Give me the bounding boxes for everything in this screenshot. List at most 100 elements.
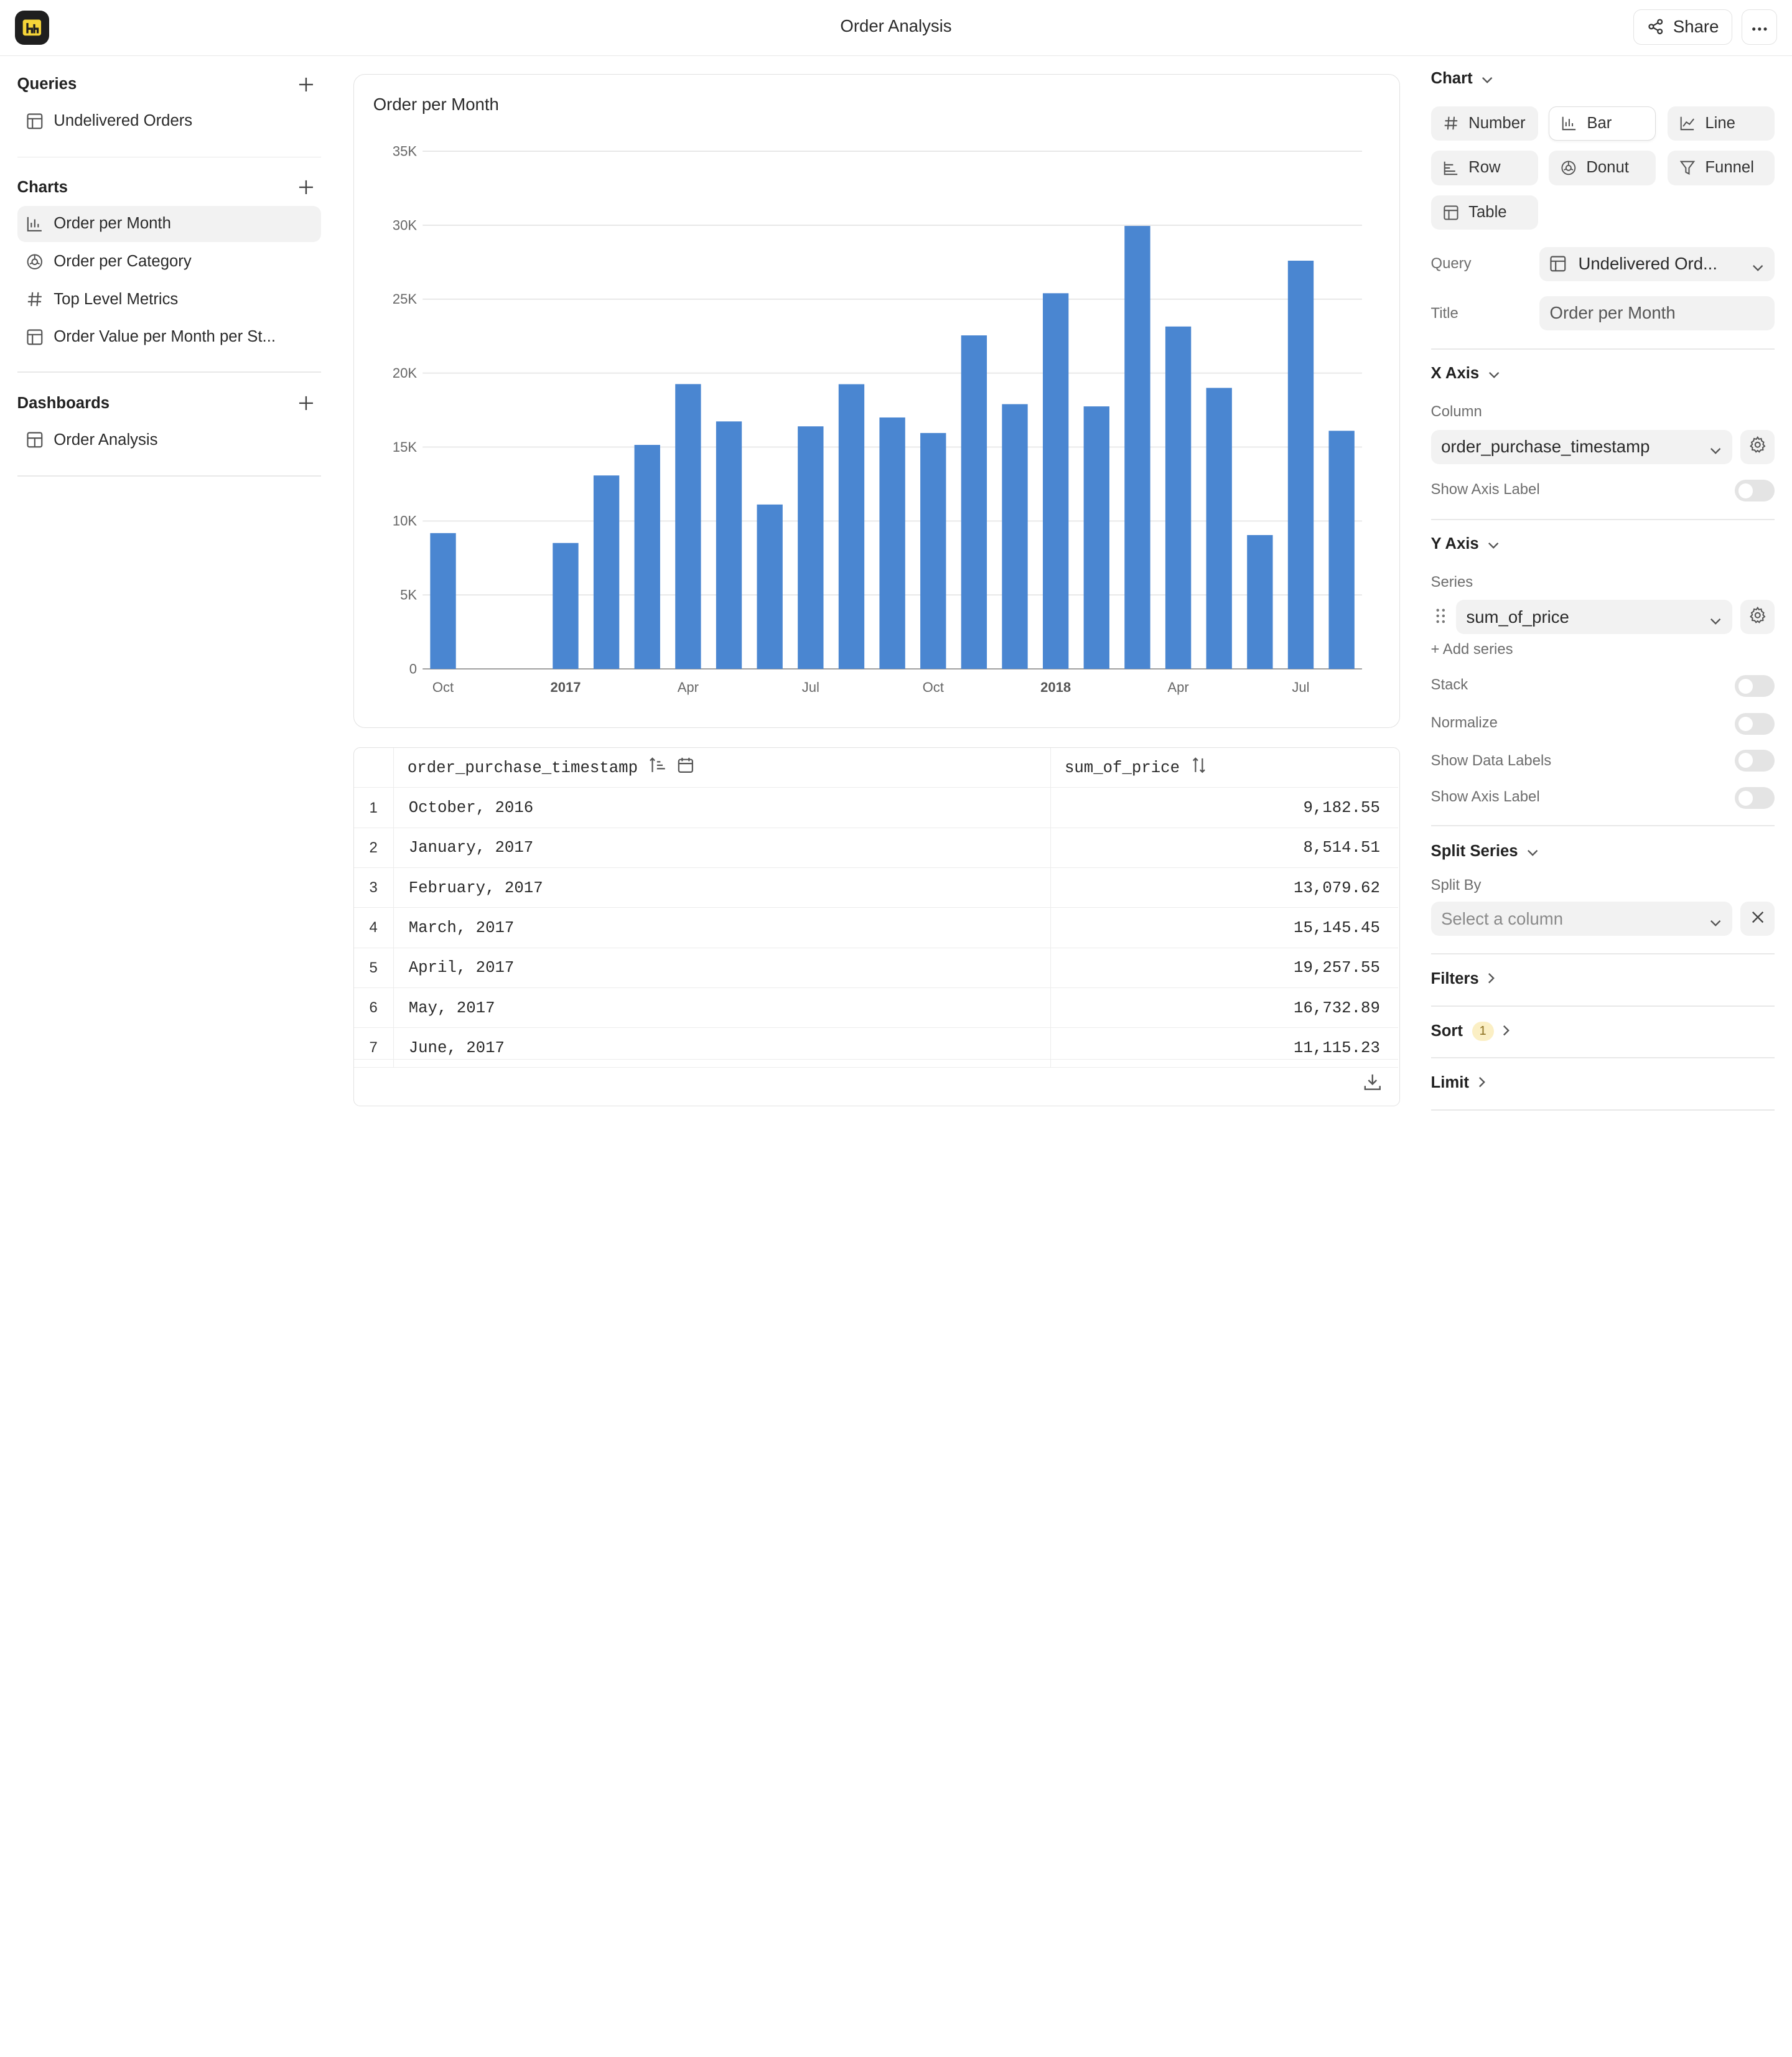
add-query-plus-icon[interactable] bbox=[297, 75, 315, 93]
clear-split-button[interactable] bbox=[1740, 902, 1775, 936]
bar[interactable] bbox=[838, 384, 864, 669]
x-axis-column-select[interactable]: order_purchase_timestamp bbox=[1430, 429, 1733, 464]
y-series-select[interactable]: sum_of_price bbox=[1455, 600, 1733, 635]
query-select[interactable]: Undelivered Ord... bbox=[1539, 246, 1775, 281]
filters-section-toggle[interactable]: Filters bbox=[1431, 970, 1495, 988]
hash-icon bbox=[26, 291, 44, 308]
bar[interactable] bbox=[961, 335, 987, 669]
query-label: Query bbox=[1430, 254, 1472, 272]
bar[interactable] bbox=[797, 426, 824, 669]
add-series-link[interactable]: + Add series bbox=[1430, 641, 1513, 658]
bar[interactable] bbox=[674, 384, 701, 669]
drag-handle-icon[interactable] bbox=[1435, 608, 1446, 628]
sidebar-item-undelivered-orders[interactable]: Undelivered Orders bbox=[17, 103, 322, 139]
bar[interactable] bbox=[716, 421, 742, 669]
x-axis-section-toggle[interactable]: X Axis bbox=[1431, 365, 1500, 383]
x-axis-settings-button[interactable] bbox=[1740, 429, 1775, 464]
more-options-button[interactable] bbox=[1742, 9, 1778, 45]
sort-section-toggle[interactable]: Sort 1 bbox=[1431, 1021, 1510, 1042]
y-tick-label: 20K bbox=[392, 365, 417, 381]
table-row[interactable]: 6 May, 2017 16,732.89 bbox=[353, 987, 1399, 1028]
stack-toggle[interactable] bbox=[1735, 675, 1775, 697]
y-tick-label: 30K bbox=[392, 218, 417, 233]
sidebar-item-order-per-month[interactable]: Order per Month bbox=[17, 205, 322, 243]
download-icon[interactable] bbox=[1364, 1073, 1381, 1095]
line-chart-icon bbox=[1679, 115, 1696, 133]
divider bbox=[1430, 348, 1775, 350]
sort-ascending-icon[interactable] bbox=[649, 757, 666, 778]
row-index: 3 bbox=[354, 868, 394, 908]
normalize-toggle[interactable] bbox=[1735, 713, 1775, 735]
table-row[interactable]: 1 October, 2016 9,182.55 bbox=[353, 788, 1399, 828]
table-row[interactable]: 5 April, 2017 19,257.55 bbox=[353, 948, 1399, 988]
calendar-icon[interactable] bbox=[678, 757, 694, 778]
sidebar-item-label: Order per Category bbox=[54, 253, 192, 271]
y-axis-heading: Y Axis bbox=[1430, 534, 1479, 553]
column-header-timestamp[interactable]: order_purchase_timestamp bbox=[394, 748, 1051, 788]
bar[interactable] bbox=[429, 533, 456, 669]
bar[interactable] bbox=[1287, 261, 1314, 669]
split-series-heading: Split Series bbox=[1430, 842, 1518, 860]
sort-icon[interactable] bbox=[1191, 757, 1207, 778]
y-axis-section-toggle[interactable]: Y Axis bbox=[1431, 535, 1500, 553]
column-label: Column bbox=[1430, 403, 1482, 421]
chart-type-label: Funnel bbox=[1705, 159, 1754, 177]
bar[interactable] bbox=[1001, 404, 1028, 669]
bar[interactable] bbox=[1246, 535, 1273, 669]
add-chart-plus-icon[interactable] bbox=[297, 179, 315, 197]
chart-type-donut[interactable]: Donut bbox=[1548, 151, 1656, 185]
table-row[interactable]: 7 June, 2017 11,115.23 bbox=[353, 1028, 1399, 1068]
table-row[interactable]: 2 January, 2017 8,514.51 bbox=[353, 828, 1399, 869]
bar[interactable] bbox=[552, 543, 579, 669]
filters-heading: Filters bbox=[1430, 970, 1479, 988]
bar[interactable] bbox=[1328, 431, 1355, 669]
app-logo-icon[interactable] bbox=[14, 10, 49, 45]
y-show-axis-label-toggle[interactable] bbox=[1735, 787, 1775, 809]
y-series-settings-button[interactable] bbox=[1740, 600, 1775, 635]
chart-type-table[interactable]: Table bbox=[1430, 195, 1539, 230]
bar[interactable] bbox=[1042, 293, 1068, 669]
cell-sum-of-price: 9,182.55 bbox=[1303, 799, 1380, 818]
more-icon bbox=[1752, 18, 1768, 36]
chart-type-line[interactable]: Line bbox=[1667, 106, 1775, 141]
chart-type-number[interactable]: Number bbox=[1430, 106, 1539, 141]
table-icon bbox=[26, 113, 44, 130]
bar[interactable] bbox=[1206, 388, 1232, 669]
hash-icon bbox=[1442, 115, 1460, 133]
split-series-section-toggle[interactable]: Split Series bbox=[1431, 842, 1539, 861]
sidebar-item-order-analysis[interactable]: Order Analysis bbox=[17, 422, 322, 459]
limit-section-toggle[interactable]: Limit bbox=[1431, 1074, 1485, 1092]
chart-type-bar[interactable]: Bar bbox=[1548, 106, 1656, 141]
bar[interactable] bbox=[634, 445, 660, 669]
chart-type-row[interactable]: Row bbox=[1430, 151, 1539, 185]
table-row[interactable]: 4 March, 2017 15,145.45 bbox=[353, 908, 1399, 948]
bar[interactable] bbox=[593, 475, 619, 669]
column-header-sum-of-price[interactable]: sum_of_price bbox=[1051, 748, 1398, 788]
sidebar-item-top-level-metrics[interactable]: Top Level Metrics bbox=[17, 281, 322, 318]
chart-type-funnel[interactable]: Funnel bbox=[1667, 151, 1775, 185]
y-tick-label: 35K bbox=[392, 144, 417, 159]
bar[interactable] bbox=[1124, 226, 1150, 669]
show-data-labels-toggle[interactable] bbox=[1735, 749, 1775, 772]
table-row[interactable]: 3 February, 2017 13,079.62 bbox=[353, 868, 1399, 908]
title-input[interactable]: Order per Month bbox=[1539, 296, 1775, 330]
bar-chart[interactable]: 0 5K 10K 15K 20K 25K 30K 35K Oct 2017 Apr Jul Oct 201… bbox=[354, 75, 1399, 726]
bar[interactable] bbox=[879, 417, 905, 669]
x-show-axis-label-toggle[interactable] bbox=[1735, 480, 1775, 502]
chart-section-toggle[interactable]: Chart bbox=[1431, 70, 1493, 88]
x-tick-label: Apr bbox=[1167, 679, 1188, 695]
sidebar-item-order-value-per-month[interactable]: Order Value per Month per St... bbox=[17, 319, 322, 355]
sidebar-item-order-per-category[interactable]: Order per Category bbox=[17, 243, 322, 280]
cell-sum-of-price: 16,732.89 bbox=[1294, 999, 1380, 1017]
bar[interactable] bbox=[1165, 327, 1191, 669]
x-tick-label: Jul bbox=[801, 679, 819, 695]
bar[interactable] bbox=[920, 433, 946, 669]
chevron-down-icon bbox=[1488, 365, 1500, 383]
bar[interactable] bbox=[757, 505, 783, 669]
bar[interactable] bbox=[1083, 406, 1109, 669]
chart-type-label: Line bbox=[1705, 114, 1735, 132]
add-dashboard-plus-icon[interactable] bbox=[297, 394, 315, 413]
split-by-select[interactable]: Select a column bbox=[1430, 902, 1733, 936]
share-button[interactable]: Share bbox=[1633, 9, 1733, 45]
table-footer bbox=[353, 1058, 1399, 1104]
